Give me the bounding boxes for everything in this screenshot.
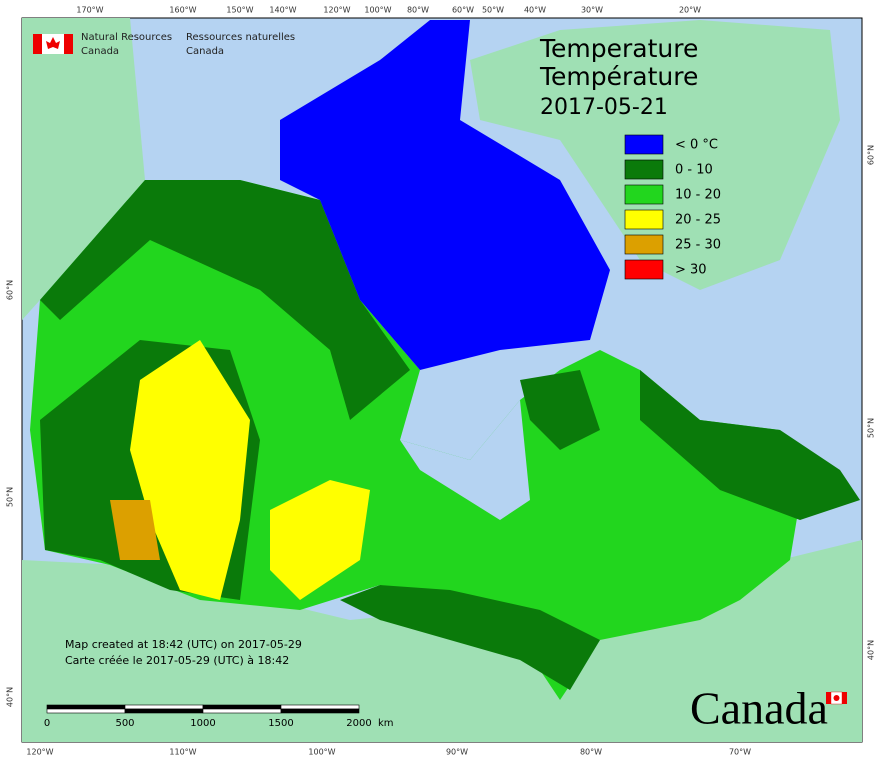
great-lakes-zone: [340, 585, 600, 690]
lat-label-right: 60°N: [867, 145, 876, 165]
lon-label-top: 140°W: [269, 6, 296, 15]
lat-label-right: 50°N: [867, 418, 876, 438]
land-base: [22, 18, 862, 742]
lat-label-left: 40°N: [6, 687, 15, 707]
scale-tick-label: 1500: [268, 718, 293, 729]
lon-label-top: 40°W: [524, 6, 546, 15]
map-title-fr: Température: [539, 62, 698, 91]
scale-segment: [124, 704, 204, 710]
bc-hot: [110, 500, 160, 560]
lon-label-top: 80°W: [407, 6, 429, 15]
scale-tick-label: 0: [44, 718, 50, 729]
org-name-fr: Canada: [186, 46, 224, 57]
flag-leaf: [46, 37, 60, 49]
credit-line: Map created at 18:42 (UTC) on 2017-05-29: [65, 638, 302, 651]
map-title: Temperature: [539, 34, 698, 63]
flag-bar: [64, 34, 73, 54]
org-name-en: Canada: [81, 46, 119, 57]
legend-swatch: [624, 259, 664, 280]
lon-label-bottom: 110°W: [169, 748, 196, 757]
united-states: [22, 540, 862, 742]
legend-label: < 0 °C: [675, 138, 718, 153]
canada-land: [30, 20, 860, 700]
prairie-warm: [130, 340, 250, 600]
lon-label-top: 170°W: [76, 6, 103, 15]
arctic-cold: [280, 20, 610, 370]
scale-segment: [46, 708, 126, 714]
greenland: [470, 20, 840, 290]
wordmark-flag-leaf: [833, 695, 840, 701]
scale-segment: [202, 708, 282, 714]
lon-label-bottom: 90°W: [446, 748, 468, 757]
legend-swatch: [624, 234, 664, 255]
lon-label-top: 150°W: [226, 6, 253, 15]
scale-tick-label: 500: [115, 718, 134, 729]
lon-label-bottom: 80°W: [580, 748, 602, 757]
lat-label-left: 50°N: [6, 487, 15, 507]
scale-segment: [46, 704, 126, 710]
legend-label: 10 - 20: [675, 188, 721, 203]
map-date: 2017-05-21: [540, 95, 668, 120]
legend-swatch: [624, 159, 664, 180]
lon-label-bottom: 120°W: [26, 748, 53, 757]
lon-label-top: 120°W: [323, 6, 350, 15]
legend-label: > 30: [675, 263, 707, 278]
labrador-zone: [640, 370, 860, 520]
scale-segment: [280, 704, 360, 710]
lon-label-bottom: 100°W: [308, 748, 335, 757]
scale-tick-label: 2000: [346, 718, 371, 729]
legend-label: 20 - 25: [675, 213, 721, 228]
lon-label-top: 100°W: [364, 6, 391, 15]
wordmark-flag-bar: [842, 692, 847, 704]
flag-bar: [33, 34, 42, 54]
lat-label-right: 40°N: [867, 640, 876, 660]
legend-label: 25 - 30: [675, 238, 721, 253]
wordmark-flag-bar: [826, 692, 831, 704]
lon-label-top: 50°W: [482, 6, 504, 15]
hudson-bay: [400, 400, 530, 520]
credit-line: Carte créée le 2017-05-29 (UTC) à 18:42: [65, 654, 289, 667]
org-name-en: Natural Resources: [81, 32, 172, 43]
canada-wordmark: Canada: [690, 683, 828, 734]
legend-label: 0 - 10: [675, 163, 713, 178]
lon-label-bottom: 70°W: [729, 748, 751, 757]
scale-segment: [280, 708, 360, 714]
legend-swatch: [624, 209, 664, 230]
scale-segment: [202, 704, 282, 710]
scale-unit: km: [378, 718, 394, 729]
north-zone: [40, 180, 410, 420]
scale-segment: [124, 708, 204, 714]
lon-label-top: 60°W: [452, 6, 474, 15]
alaska: [22, 18, 145, 320]
scale-tick-label: 1000: [190, 718, 215, 729]
saskatchewan-warm: [270, 480, 370, 600]
lon-label-top: 20°W: [679, 6, 701, 15]
lon-label-top: 30°W: [581, 6, 603, 15]
lon-label-top: 160°W: [169, 6, 196, 15]
org-name-fr: Ressources naturelles: [186, 32, 295, 43]
legend-swatch: [624, 134, 664, 155]
quebec-zone: [520, 370, 600, 450]
lat-label-left: 60°N: [6, 280, 15, 300]
legend-swatch: [624, 184, 664, 205]
